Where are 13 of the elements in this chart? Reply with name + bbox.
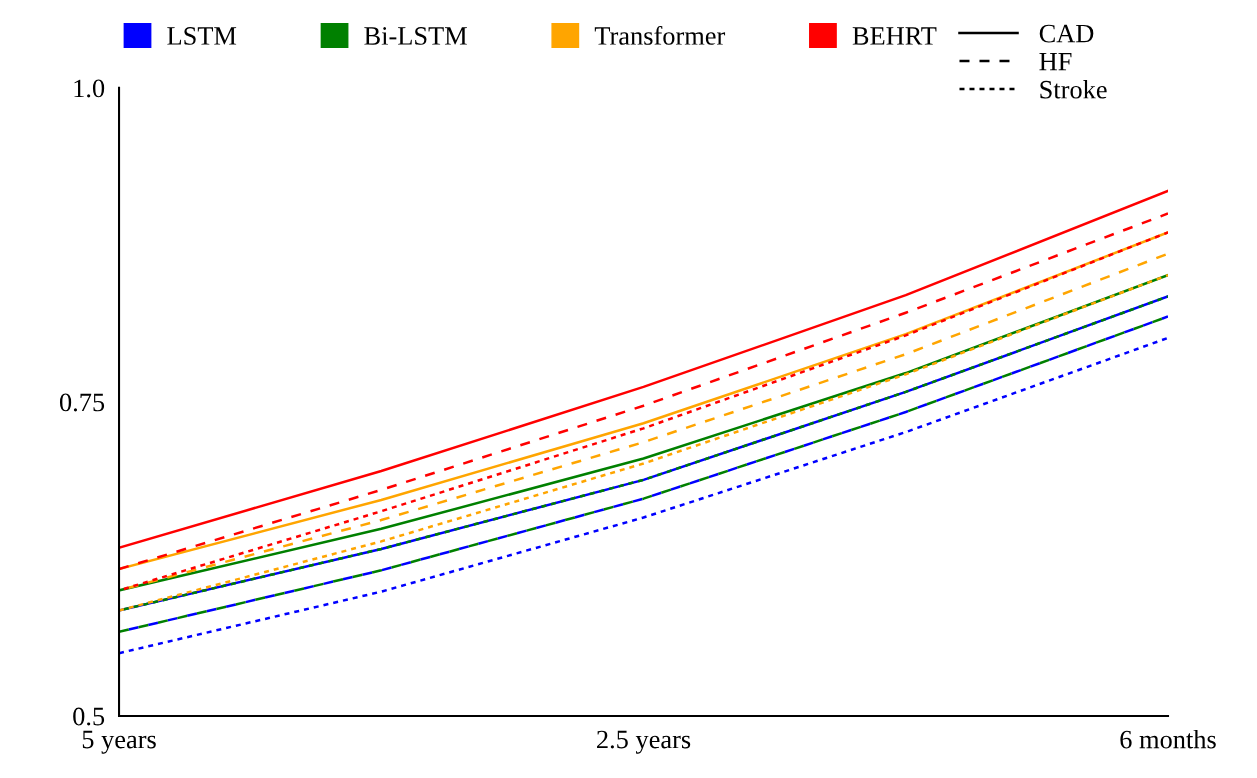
y-tick-label: 1.0 (74, 79, 105, 98)
legend-label: Bi-LSTM (364, 27, 467, 45)
y-tick-label: 0.75 (59, 393, 105, 412)
y-tick-label: 0.5 (73, 707, 105, 726)
text: CAD (1039, 24, 1094, 43)
annotation: Stroke (1040, 80, 1107, 99)
text: HF (1039, 52, 1072, 71)
x-tick-label: 5 years (82, 730, 156, 754)
legend-label: Transformer (594, 26, 726, 45)
x-tick-label: 6 months (1120, 729, 1216, 749)
legend-label: LSTM (167, 27, 237, 45)
legend-label: BEHRT (852, 27, 937, 45)
x-tick-label: 2.5 years (597, 730, 691, 754)
